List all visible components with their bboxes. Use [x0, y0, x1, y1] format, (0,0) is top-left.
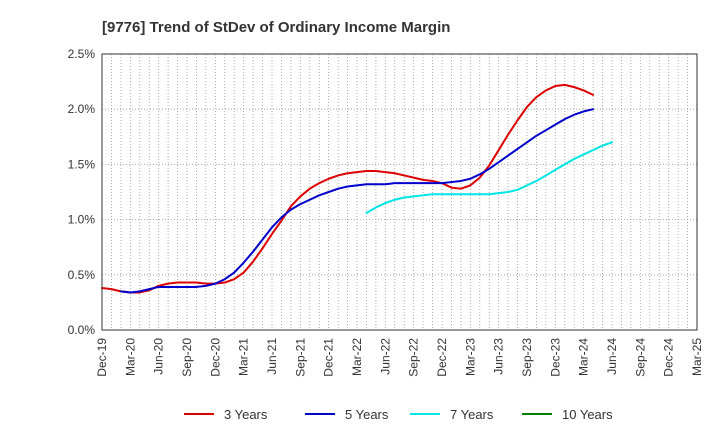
- y-tick-label: 1.0%: [68, 213, 96, 227]
- x-tick-label: Jun-21: [265, 338, 279, 375]
- x-tick-label: Sep-23: [520, 338, 534, 377]
- legend-label: 10 Years: [562, 407, 613, 422]
- chart-title: [9776] Trend of StDev of Ordinary Income…: [102, 19, 450, 36]
- x-tick-label: Jun-22: [378, 338, 392, 375]
- axes: [101, 53, 698, 331]
- plot-frame: [101, 53, 698, 331]
- x-tick-label: Mar-23: [463, 338, 477, 376]
- x-tick-label: Jun-23: [492, 338, 506, 375]
- y-tick-label: 2.0%: [68, 102, 96, 116]
- y-tick-label: 2.5%: [68, 47, 96, 61]
- y-tick-labels: 0.0% 0.5% 1.0% 1.5% 2.0% 2.5%: [68, 47, 96, 337]
- legend: 3 Years 5 Years 7 Years 10 Years: [184, 407, 613, 422]
- x-tick-label: Sep-24: [633, 338, 647, 377]
- x-tick-label: Mar-20: [123, 338, 137, 376]
- x-tick-label: Sep-20: [180, 338, 194, 377]
- legend-label: 7 Years: [450, 407, 494, 422]
- x-tick-label: Dec-20: [208, 338, 222, 377]
- x-tick-labels: Dec-19 Mar-20 Jun-20 Sep-20 Dec-20 Mar-21 Jun-…: [95, 338, 704, 377]
- x-tick-label: Dec-23: [548, 338, 562, 377]
- x-tick-label: Mar-22: [350, 338, 364, 376]
- x-tick-label: Jun-24: [605, 338, 619, 375]
- x-tick-label: Jun-20: [152, 338, 166, 375]
- x-tick-label: Dec-24: [662, 338, 676, 377]
- series-line-3-years: [101, 83, 595, 294]
- x-tick-label: Mar-24: [577, 338, 591, 376]
- x-tick-label: Mar-21: [237, 338, 251, 376]
- x-tick-label: Sep-21: [293, 338, 307, 377]
- legend-item-7-years: 7 Years: [410, 407, 494, 422]
- y-tick-label: 0.5%: [68, 268, 96, 282]
- x-tick-label: Dec-19: [95, 338, 109, 377]
- grid-lines: [101, 53, 698, 331]
- legend-label: 3 Years: [224, 407, 268, 422]
- legend-label: 5 Years: [345, 407, 389, 422]
- series-line-7-years: [365, 141, 613, 214]
- x-tick-label: Mar-25: [690, 338, 704, 376]
- plot-area: [102, 54, 697, 330]
- x-tick-label: Sep-22: [407, 338, 421, 377]
- series-line-5-years: [119, 108, 595, 294]
- y-tick-label: 0.0%: [68, 323, 96, 337]
- y-tick-label: 1.5%: [68, 157, 96, 171]
- legend-item-5-years: 5 Years: [305, 407, 389, 422]
- plot-background: [102, 54, 697, 330]
- legend-item-3-years: 3 Years: [184, 407, 268, 422]
- x-tick-label: Dec-22: [435, 338, 449, 377]
- legend-item-10-years: 10 Years: [522, 407, 613, 422]
- series-lines: [101, 83, 613, 294]
- x-tick-label: Dec-21: [322, 338, 336, 377]
